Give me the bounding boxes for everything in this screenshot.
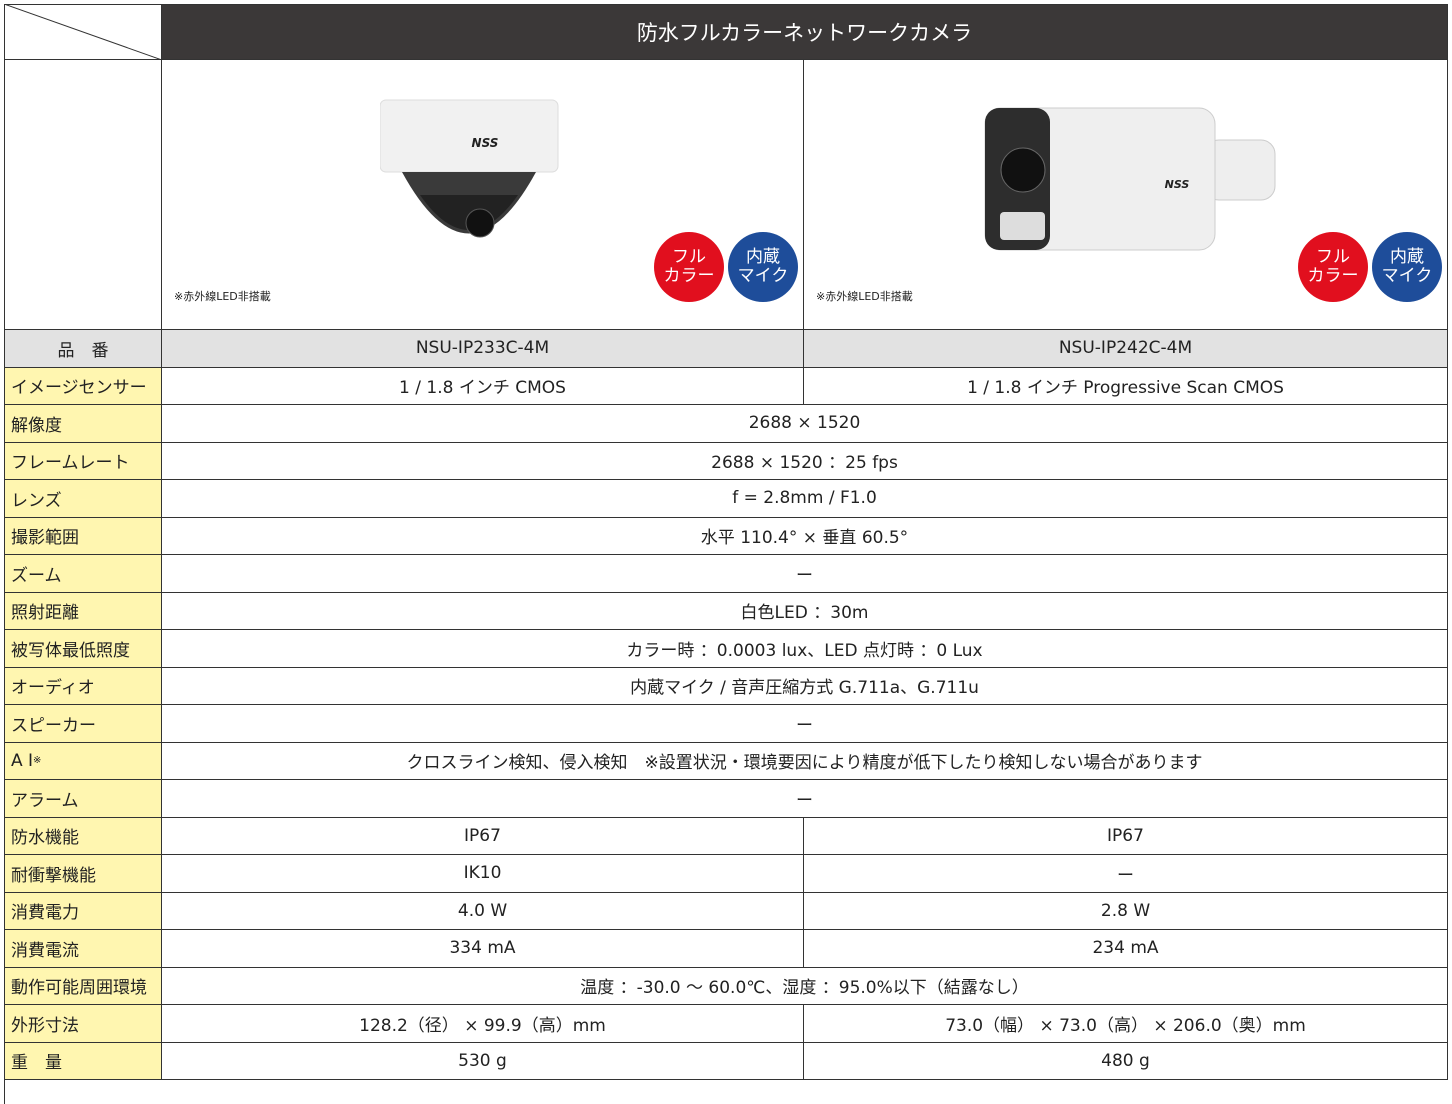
row-label: 品 番 (4, 330, 162, 368)
row-label: 耐衝撃機能 (4, 855, 162, 893)
row-label: 重 量 (4, 1042, 162, 1080)
row-label: 撮影範囲 (4, 517, 162, 555)
row-label: アラーム (4, 780, 162, 818)
row-value: 2.8 W (804, 892, 1448, 930)
feature-badge: フル カラー (654, 232, 724, 302)
row-label: スピーカー (4, 705, 162, 743)
row-label: 消費電流 (4, 930, 162, 968)
row-value: 内蔵マイク / 音声圧縮方式 G.711a、G.711u (162, 667, 1448, 705)
badge-text: フル (1316, 247, 1350, 267)
feature-badge: 内蔵 マイク (1372, 232, 1442, 302)
corner-diagonal (4, 4, 162, 60)
row-value: クロスライン検知、侵入検知 ※設置状況・環境要因により精度が低下したり検知しない… (162, 742, 1448, 780)
badge-text: 内蔵 (1390, 247, 1424, 267)
dome-camera-image: NSS (380, 99, 559, 238)
row-label: オーディオ (4, 667, 162, 705)
row-value: 128.2（径） × 99.9（高）mm (162, 1005, 804, 1043)
badge-text: 内蔵 (746, 247, 780, 267)
row-value: f = 2.8mm / F1.0 (162, 480, 1448, 518)
badge-text: カラー (663, 266, 715, 286)
row-label: ズーム (4, 555, 162, 593)
row-value: カラー時 ：0.0003 lux、LED 点灯時 ：0 Lux (162, 630, 1448, 668)
row-value: 白色LED ：30m (162, 592, 1448, 630)
svg-text:NSS: NSS (472, 136, 499, 150)
product-image-cell: ※赤外線LED非搭載 フル カラー 内蔵 マイク (162, 60, 804, 330)
row-label: 外形寸法 (4, 1005, 162, 1043)
row-label: A I ※ (4, 742, 162, 780)
row-label: 照射距離 (4, 592, 162, 630)
row-value: ー (162, 780, 1448, 818)
badge-text: カラー (1307, 266, 1359, 286)
row-value: 水平 110.4° × 垂直 60.5° (162, 517, 1448, 555)
badge-text: マイク (737, 266, 789, 286)
product-image-cell: ※赤外線LED非搭載 フル カラー 内蔵 マイク (804, 60, 1448, 330)
row-value: 234 mA (804, 930, 1448, 968)
row-value: ー (162, 555, 1448, 593)
row-value: 480 g (804, 1042, 1448, 1080)
row-value: 2688 × 1520 (162, 405, 1448, 443)
row-value: 温度 ：-30.0 〜 60.0℃、湿度 ：95.0%以下（結露なし） (162, 967, 1448, 1005)
product-note: ※赤外線LED非搭載 (174, 290, 271, 303)
image-label-cell (4, 60, 162, 330)
badge-text: フル (672, 247, 706, 267)
row-value: 73.0（幅） × 73.0（高） × 206.0（奥）mm (804, 1005, 1448, 1043)
corner-cell (4, 4, 162, 60)
row-label: 防水機能 (4, 817, 162, 855)
row-value: NSU-IP233C-4M (162, 330, 804, 368)
feature-badge: 内蔵 マイク (728, 232, 798, 302)
table-title: 防水フルカラーネットワークカメラ (162, 4, 1448, 60)
row-label: 消費電力 (4, 892, 162, 930)
bullet-camera-image: NSS (984, 107, 1276, 251)
row-label: 被写体最低照度 (4, 630, 162, 668)
row-value: IP67 (804, 817, 1448, 855)
row-value: 2688 × 1520 ：25 fps (162, 442, 1448, 480)
page: {"header":{"title":"防水フルカラーネットワークカメラ"}, … (4, 4, 1448, 1104)
product-note: ※赤外線LED非搭載 (816, 290, 913, 303)
row-value: IP67 (162, 817, 804, 855)
row-value: 334 mA (162, 930, 804, 968)
row-label: 動作可能周囲環境 (4, 967, 162, 1005)
row-value: 1 / 1.8 インチ CMOS (162, 367, 804, 405)
row-value: NSU-IP242C-4M (804, 330, 1448, 368)
row-label: 解像度 (4, 405, 162, 443)
row-label: フレームレート (4, 442, 162, 480)
row-value: ー (162, 705, 1448, 743)
label-note: ※ (33, 755, 42, 767)
row-value: IK10 (162, 855, 804, 893)
feature-badge: フル カラー (1298, 232, 1368, 302)
badge-text: マイク (1381, 266, 1433, 286)
svg-text:NSS: NSS (1165, 178, 1190, 191)
row-label: イメージセンサー (4, 367, 162, 405)
row-label: レンズ (4, 480, 162, 518)
row-value: ー (804, 855, 1448, 893)
row-value: 4.0 W (162, 892, 804, 930)
row-value: 1 / 1.8 インチ Progressive Scan CMOS (804, 367, 1448, 405)
row-value: 530 g (162, 1042, 804, 1080)
